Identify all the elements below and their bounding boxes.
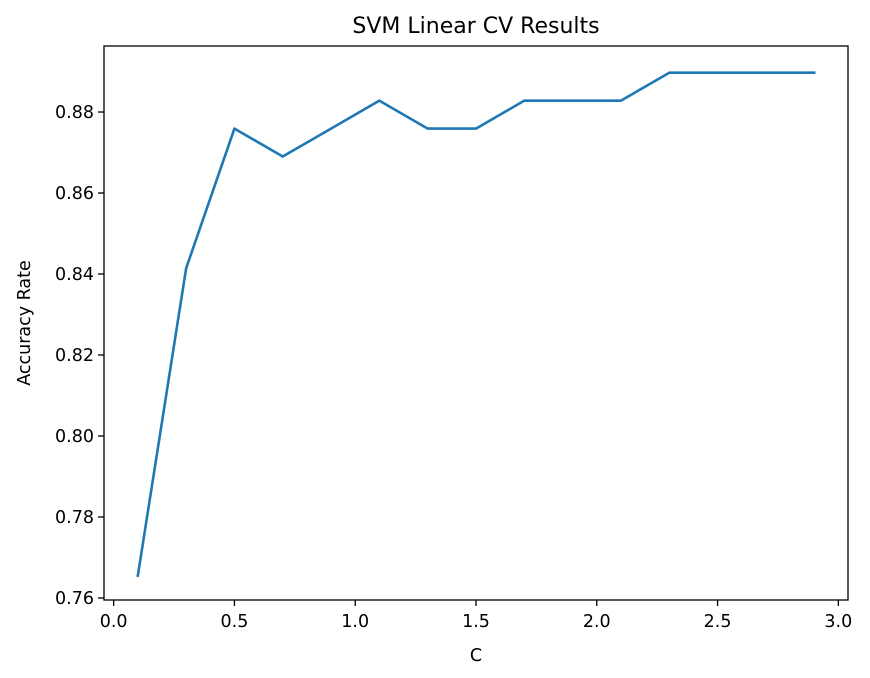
axes-frame <box>103 45 849 601</box>
plot-area <box>136 71 816 578</box>
x-axis-ticks: 0.0 0.5 1.0 1.5 2.0 2.5 3.0 <box>100 600 852 632</box>
y-axis-label: Accuracy Rate <box>15 260 35 386</box>
chart-title: SVM Linear CV Results <box>352 14 599 39</box>
y-tick-label: 0.80 <box>55 427 94 447</box>
x-tick-label: 0.0 <box>100 612 128 632</box>
x-tick-label: 0.5 <box>221 612 249 632</box>
y-tick-label: 0.82 <box>55 346 94 366</box>
y-tick-label: 0.76 <box>55 589 94 609</box>
y-tick-label: 0.78 <box>55 508 94 528</box>
x-tick-label: 1.5 <box>462 612 490 632</box>
y-tick-label: 0.86 <box>55 184 94 204</box>
x-axis-label: C <box>470 646 482 666</box>
y-tick-label: 0.88 <box>55 103 94 123</box>
y-axis-ticks: 0.76 0.78 0.80 0.82 0.84 0.86 0.88 <box>55 103 104 609</box>
y-tick-label: 0.84 <box>55 265 94 285</box>
x-tick-label: 3.0 <box>824 612 852 632</box>
series-line-1 <box>136 71 816 578</box>
x-tick-label: 2.0 <box>583 612 611 632</box>
x-tick-label: 1.0 <box>341 612 369 632</box>
x-tick-label: 2.5 <box>704 612 732 632</box>
